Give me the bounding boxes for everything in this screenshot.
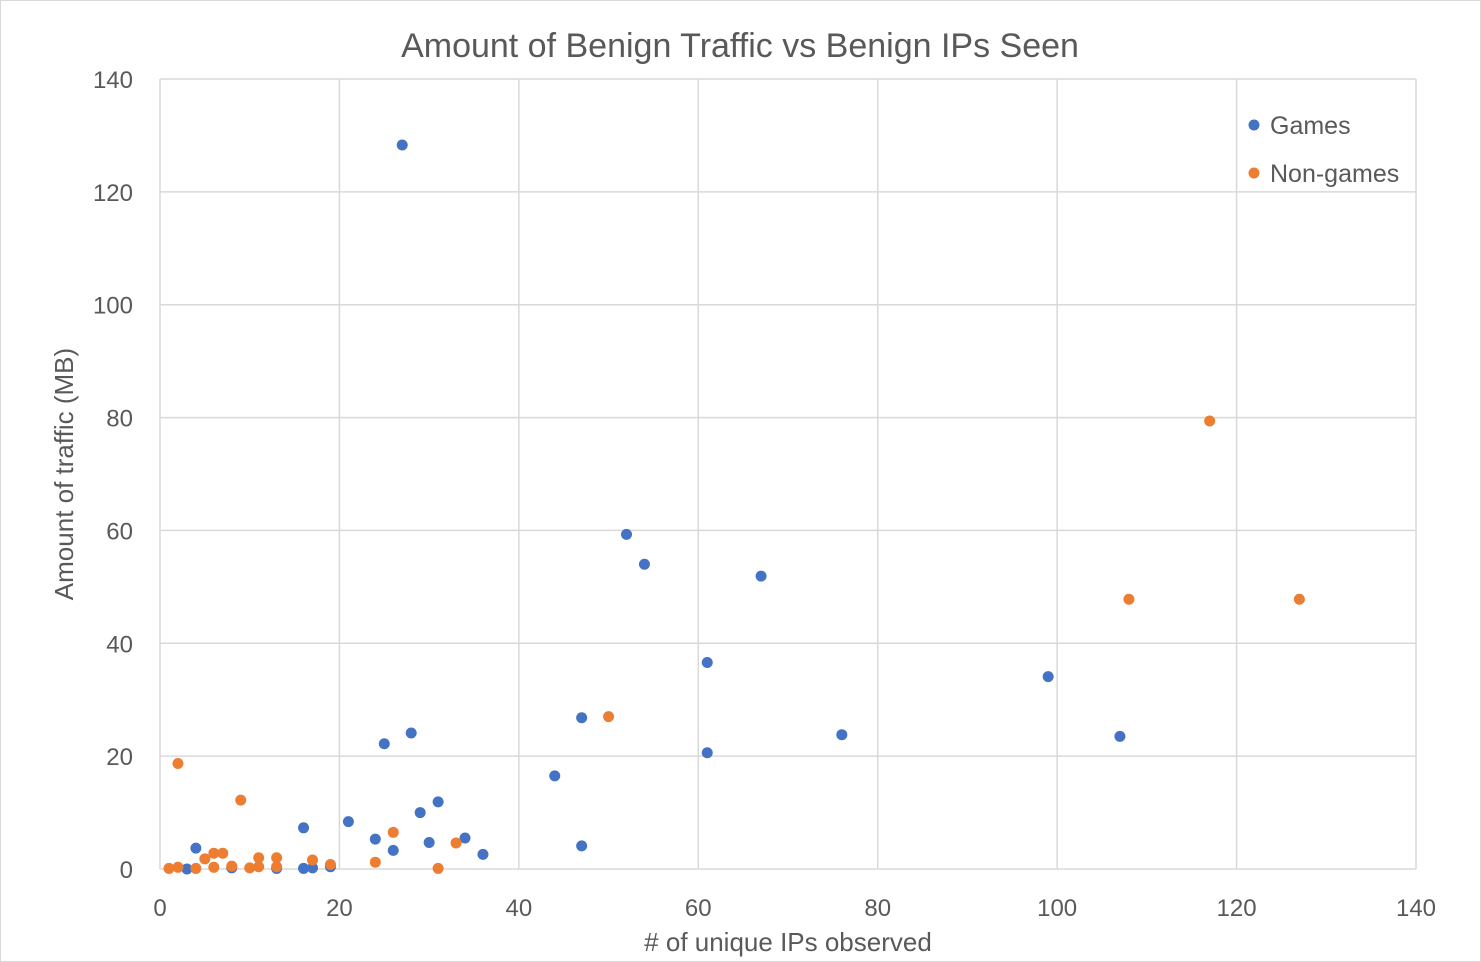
games-point [576,840,588,852]
y-axis-title: Amount of traffic (MB) [49,348,79,600]
x-tick-label: 140 [1396,895,1436,922]
non-games-point [271,861,283,873]
non-games-point [253,852,265,864]
games-point [378,738,390,750]
x-tick-label: 80 [864,895,891,922]
x-tick-label: 100 [1037,895,1077,922]
games-point [755,570,767,582]
non-games-point [163,862,175,874]
data-points [163,139,1305,875]
games-point [387,844,399,856]
non-games-point [208,861,220,873]
non-games-point [387,826,399,838]
non-games-point [190,862,202,874]
games-point [549,770,561,782]
games-point [477,848,489,860]
non-games-point [307,854,319,866]
y-tick-label: 100 [93,293,133,320]
games-point [396,139,408,151]
non-games-point [172,861,184,873]
games-point [298,862,310,874]
non-games-point [603,711,615,723]
x-axis-tick-labels: 0 20 40 60 80 100 120 140 [153,895,1436,922]
legend: Games Non-games [1248,112,1399,188]
legend-marker-games [1248,119,1260,131]
x-tick-label: 120 [1217,895,1257,922]
non-games-point [1123,593,1135,605]
y-tick-label: 140 [93,67,133,94]
games-point [621,528,633,540]
games-point [405,727,417,739]
games-point [190,842,202,854]
games-point [701,747,713,759]
games-point [369,833,381,845]
y-tick-label: 0 [120,857,133,884]
non-games-point [271,852,283,864]
games-point [181,863,193,875]
games-point [423,836,435,848]
legend-label-non-games: Non-games [1270,160,1399,188]
games-point [576,712,588,724]
non-games-point [369,856,381,868]
y-tick-label: 60 [106,518,133,545]
games-point [414,807,426,819]
non-games-point [1293,593,1305,605]
legend-label-games: Games [1270,112,1351,140]
non-games-point [226,860,238,872]
non-games-point [235,794,247,806]
x-tick-label: 60 [685,895,712,922]
x-tick-label: 0 [153,895,166,922]
y-tick-label: 20 [106,744,133,771]
games-point [298,822,310,834]
games-point [1042,671,1054,683]
games-point [342,816,354,828]
games-point [307,862,319,874]
non-games-point [432,862,444,874]
non-games-point [217,847,229,859]
games-point [1114,730,1126,742]
y-axis-tick-labels: 0 20 40 60 80 100 120 140 [93,67,133,884]
legend-marker-non-games [1248,167,1260,179]
chart-title: Amount of Benign Traffic vs Benign IPs S… [401,27,1079,65]
non-games-point [253,861,265,873]
non-games-point [1204,415,1216,427]
non-games-point [199,853,211,865]
non-games-point [208,847,220,859]
x-tick-label: 40 [506,895,533,922]
y-tick-label: 80 [106,406,133,433]
games-point [432,796,444,808]
x-axis-title: # of unique IPs observed [644,927,932,957]
games-point [836,729,848,741]
y-tick-label: 40 [106,631,133,658]
non-games-point [244,862,256,874]
games-point [638,558,650,570]
non-games-point [450,837,462,849]
x-tick-label: 20 [326,895,353,922]
gridlines [159,78,1417,870]
y-tick-label: 120 [93,180,133,207]
games-point [459,832,471,844]
non-games-point [324,858,336,870]
games-point [701,656,713,668]
non-games-point [172,757,184,769]
